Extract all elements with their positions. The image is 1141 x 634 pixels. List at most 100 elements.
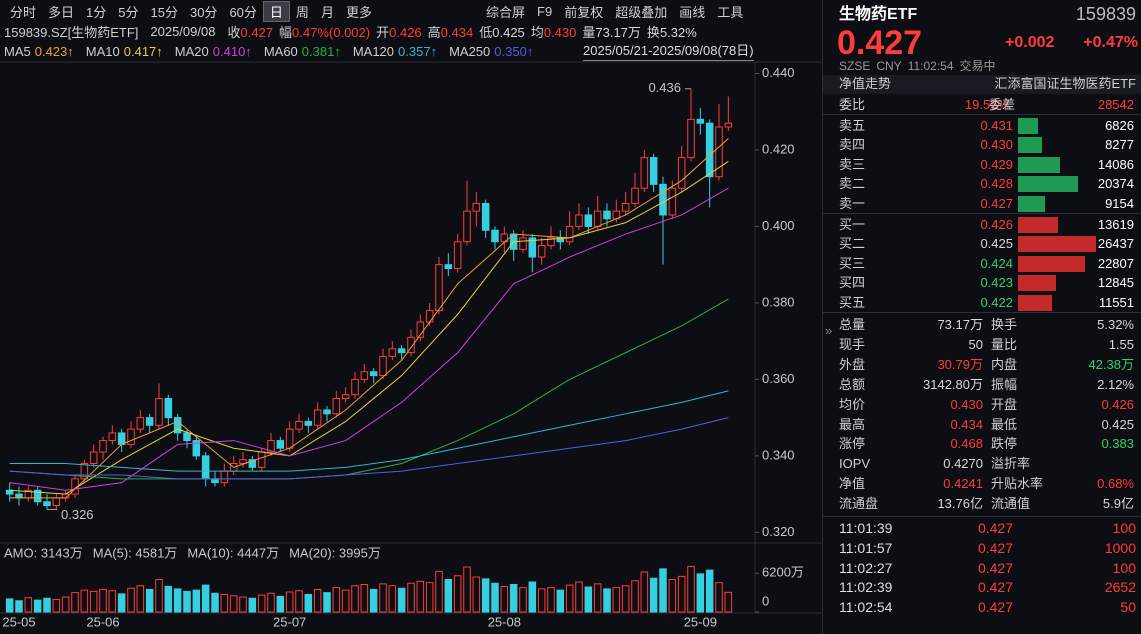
candle-body [15,493,23,499]
tab[interactable]: 60分 [229,4,257,20]
candle-body [80,463,89,480]
volume-legend: MA(20): 3995万 [289,545,381,560]
candle-body [435,264,443,312]
quote-change: +0.002 [1005,34,1055,51]
candle-body [360,371,369,380]
info-value: 0.430 [543,24,577,40]
candle-body [528,237,537,258]
nav-trend[interactable]: 净值走势 [839,76,892,91]
tool[interactable]: F9 [537,3,553,19]
volume-bar [593,583,602,613]
stat-label: 流通盘 [839,496,879,512]
book-price: 0.424 [980,255,1013,271]
candle-body [192,440,201,457]
candle-body [640,157,649,189]
volume-bar [416,580,425,613]
info-label: 高 [427,24,441,40]
tab[interactable]: 周 [295,4,309,20]
annotation: 0.436 [648,80,681,95]
volume-bar [211,592,219,613]
volume-bar [313,589,322,613]
legend-item: MA20 0.410↑ [175,44,252,59]
book-bar [1018,275,1056,292]
tab[interactable]: 1分 [86,4,107,20]
weicha: 28542 [1097,97,1134,112]
volume-bar [323,592,331,613]
tab[interactable]: 15分 [150,4,178,20]
candle-body [211,478,219,484]
info-value: 0.47%(0.002) [292,24,371,40]
tab[interactable]: 月 [320,4,334,20]
time: 11:02:54 [907,59,954,73]
tab[interactable]: 30分 [189,4,218,20]
volume-bar [136,585,145,613]
candle-body [397,348,406,354]
stat-label: 跌停 [991,436,1018,452]
info-value: 0.427 [240,24,274,40]
tool[interactable]: 画线 [679,4,706,20]
volume-bar [257,594,266,613]
info-item: 低0.425 [479,22,525,41]
candle-body [99,440,107,453]
book-label: 卖三 [839,156,866,172]
book-volume: 8277 [1105,137,1134,153]
candle-body [388,348,397,357]
trade-price: 0.427 [977,559,1013,576]
y-tick-label: 0.320 [762,524,795,539]
volume-bar [687,565,695,613]
y-tick-label: 0.380 [762,294,795,309]
weibi: 19.55% [964,97,1009,112]
tab[interactable]: 分时 [10,4,37,20]
tool[interactable]: 工具 [717,4,744,20]
volume-bar [491,582,499,613]
book-bar [1018,195,1045,212]
volume-bar [15,600,23,613]
info-item: 均0.430 [531,22,577,41]
ma-legend: MA5 0.423↑ MA10 0.417↑ MA20 0.410↑ MA60 0.381↑ M… [4,41,539,61]
info-value: 0.426 [389,24,422,40]
tool[interactable]: 超级叠加 [615,4,668,20]
book-bar [1018,118,1039,134]
book-price: 0.428 [980,176,1013,192]
stat-label: 涨停 [839,436,866,452]
volume-bar [565,584,574,613]
candle-body [248,459,257,468]
volume-bar [201,584,210,613]
volume-bar [519,587,527,613]
info-label: 开 [376,24,390,40]
quote-price: 0.427 [837,24,923,62]
stat-label: 总额 [839,376,866,392]
collapse-icon[interactable]: » [825,323,833,338]
ma-line [9,417,729,480]
stat-value: 0.4241 [943,476,983,492]
candle-body [668,187,677,216]
candle-body [444,264,453,269]
x-tick-label: 25-08 [488,614,521,629]
info-value: 0.434 [440,24,474,40]
date-range[interactable]: 2025/05/21-2025/09/08(78日) [583,42,754,61]
info-label: 收 [227,24,241,40]
stat-value: 0.383 [1101,436,1134,452]
candle-body [556,237,565,243]
tool[interactable]: 综合屏 [486,4,526,20]
candle-body [183,432,191,442]
volume-bar [99,589,107,613]
legend-value: 0.410↑ [212,43,252,59]
tab[interactable]: 日 [262,0,290,22]
tools: 综合屏 F9 前复权 超级叠加 画线 工具 [486,1,743,21]
tab[interactable]: 5分 [118,4,139,20]
volume-tick-label: 0 [762,593,769,608]
y-tick-label: 0.360 [762,371,795,386]
stat-value: 42.38万 [1088,356,1134,372]
x-tick-label: 25-05 [2,614,35,629]
volume-bar [127,587,135,613]
symbol: 159839.SZ[生物药ETF] [4,24,139,40]
x-tick-label: 25-06 [86,614,119,629]
tab[interactable]: 多日 [48,4,75,20]
tool[interactable]: 前复权 [564,4,604,20]
legend-item: MA120 0.357↑ [353,44,437,59]
tab[interactable]: 更多 [345,4,372,20]
volume-bar [117,593,126,613]
separator [823,114,1141,115]
volume-bar [155,579,163,613]
